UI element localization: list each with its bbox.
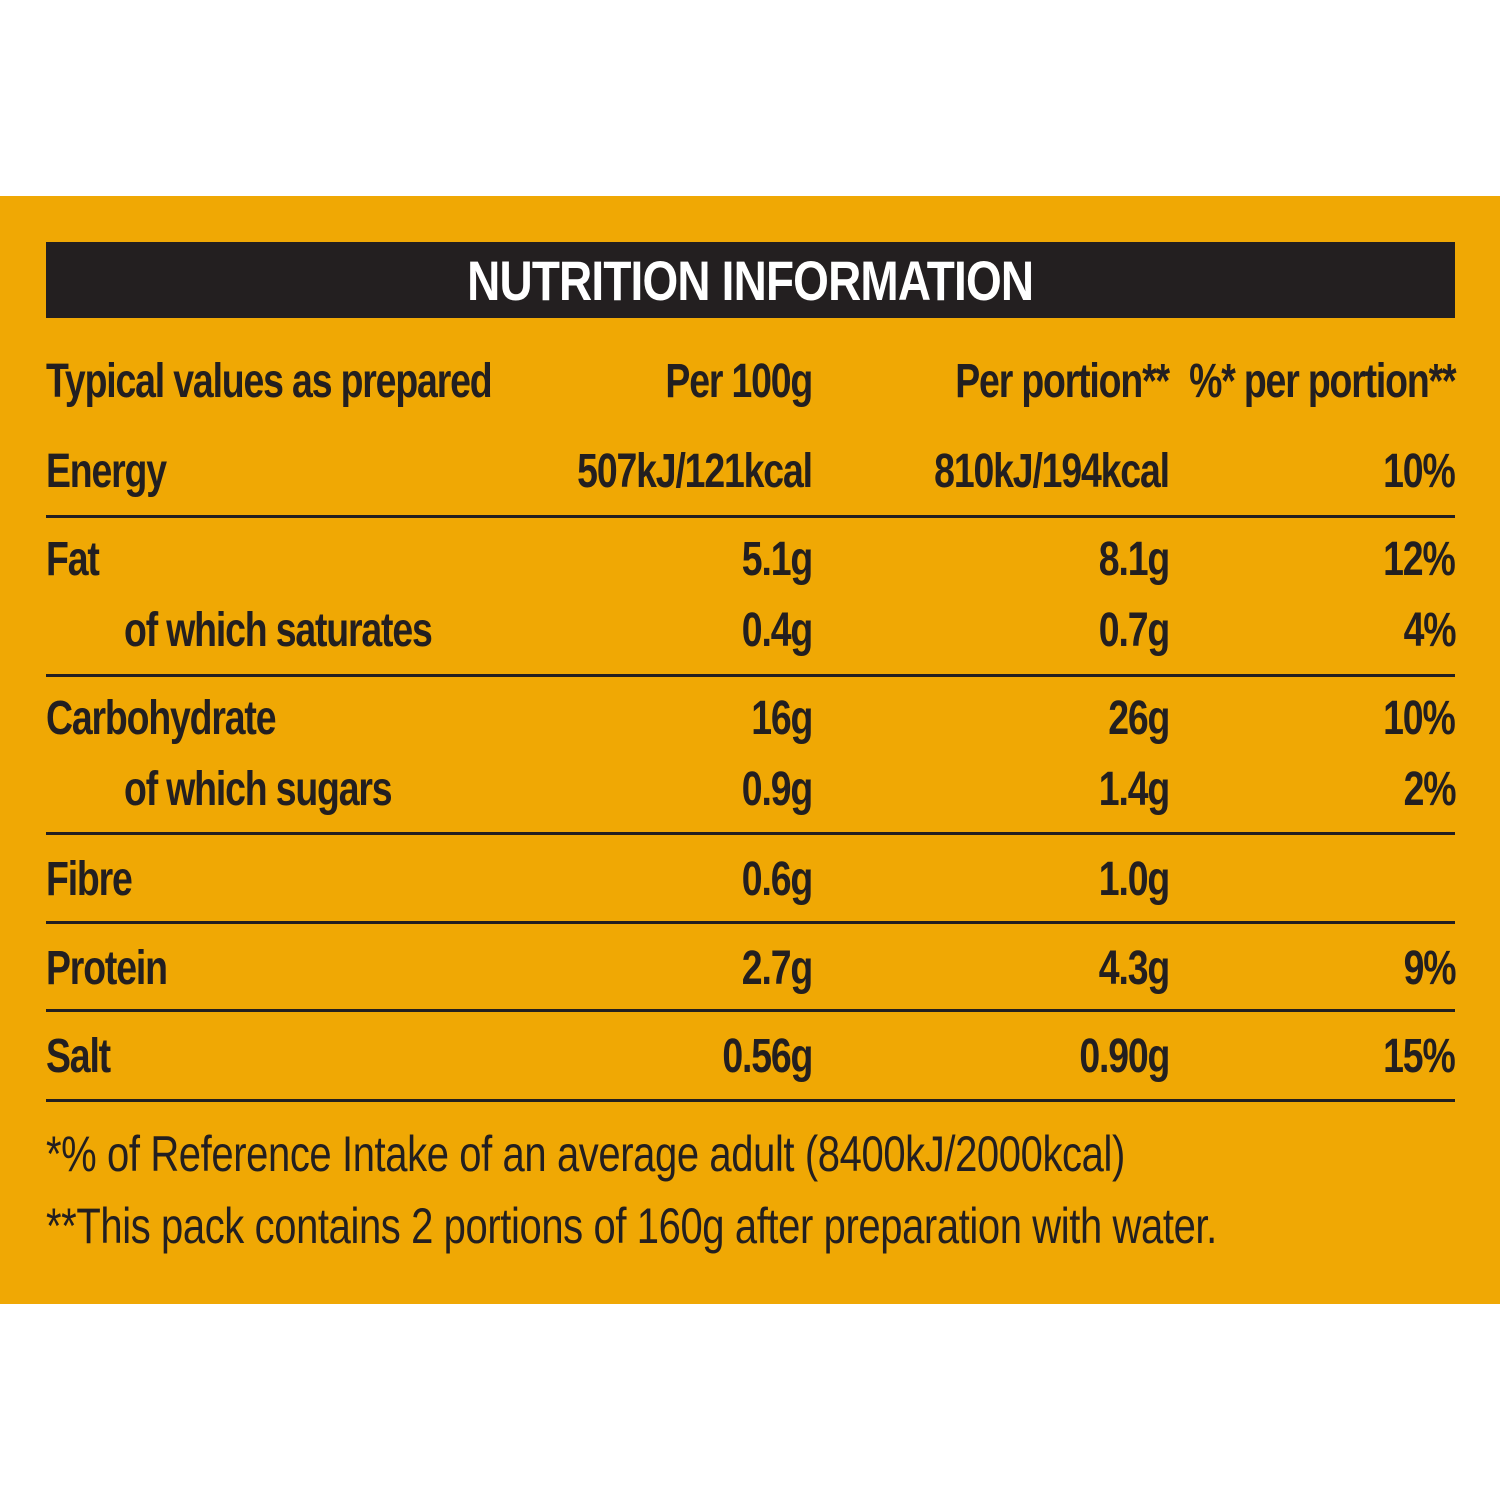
title-bar: NUTRITION INFORMATION (46, 242, 1455, 318)
row-label: Energy (46, 445, 167, 498)
table-row-fibre: Fibre 0.6g 1.0g (46, 850, 1455, 910)
row-value-per-100g: 0.9g (741, 763, 813, 816)
row-value-pct: 12% (1383, 533, 1457, 586)
row-label: Fibre (46, 853, 133, 906)
row-value-per-portion: 0.7g (1098, 604, 1170, 657)
row-label: of which sugars (124, 763, 393, 816)
row-value-per-portion: 8.1g (1098, 533, 1170, 586)
footnote-portions: **This pack contains 2 portions of 160g … (46, 1198, 1217, 1254)
row-value-per-portion: 4.3g (1098, 942, 1170, 995)
row-value-per-100g: 507kJ/121kcal (577, 445, 813, 498)
row-value-pct: 4% (1403, 604, 1456, 657)
row-divider (46, 1099, 1455, 1102)
row-label: Carbohydrate (46, 692, 277, 745)
row-value-per-100g: 16g (750, 692, 813, 745)
row-value-per-100g: 0.56g (722, 1030, 813, 1083)
column-header-label: Typical values as prepared (46, 355, 493, 408)
table-row-protein: Protein 2.7g 4.3g 9% (46, 939, 1456, 999)
table-row-sugars: of which sugars 0.9g 1.4g 2% (46, 760, 1456, 820)
row-value-pct: 15% (1383, 1030, 1457, 1083)
row-value-pct: 10% (1383, 692, 1457, 745)
row-label: Fat (46, 533, 100, 586)
row-value-per-portion: 1.0g (1098, 853, 1170, 906)
column-header-per-100g: Per 100g (665, 355, 813, 408)
table-title: NUTRITION INFORMATION (467, 248, 1034, 312)
row-value-per-100g: 0.4g (741, 604, 813, 657)
table-row-carbohydrate: Carbohydrate 16g 26g 10% (46, 689, 1457, 749)
row-value-per-portion: 26g (1107, 692, 1170, 745)
row-value-per-100g: 5.1g (741, 533, 813, 586)
row-divider (46, 921, 1455, 924)
footnote-reference-intake: *% of Reference Intake of an average adu… (46, 1126, 1125, 1182)
table-row-salt: Salt 0.56g 0.90g 15% (46, 1027, 1457, 1087)
column-header-row: Typical values as prepared Per 100g Per … (46, 352, 1456, 412)
row-value-per-portion: 1.4g (1098, 763, 1170, 816)
row-value-pct: 9% (1403, 942, 1456, 995)
table-row-fat: Fat 5.1g 8.1g 12% (46, 530, 1457, 590)
row-value-per-100g: 0.6g (741, 853, 813, 906)
row-label: Protein (46, 942, 168, 995)
row-divider (46, 1009, 1455, 1012)
row-divider (46, 832, 1455, 835)
row-value-pct: 10% (1383, 445, 1457, 498)
table-row-saturates: of which saturates 0.4g 0.7g 4% (46, 601, 1456, 661)
row-divider (46, 674, 1455, 677)
column-header-per-portion: Per portion** (955, 355, 1170, 408)
row-divider (46, 515, 1455, 518)
table-row-energy: Energy 507kJ/121kcal 810kJ/194kcal 10% (46, 442, 1457, 502)
row-value-per-portion: 810kJ/194kcal (934, 445, 1170, 498)
nutrition-panel: NUTRITION INFORMATION Typical values as … (0, 196, 1500, 1304)
column-header-pct-per-portion: %* per portion** (1188, 355, 1456, 408)
row-label: of which saturates (124, 604, 433, 657)
row-value-pct: 2% (1403, 763, 1456, 816)
row-value-per-portion: 0.90g (1079, 1030, 1170, 1083)
row-value-per-100g: 2.7g (741, 942, 813, 995)
row-label: Salt (46, 1030, 111, 1083)
